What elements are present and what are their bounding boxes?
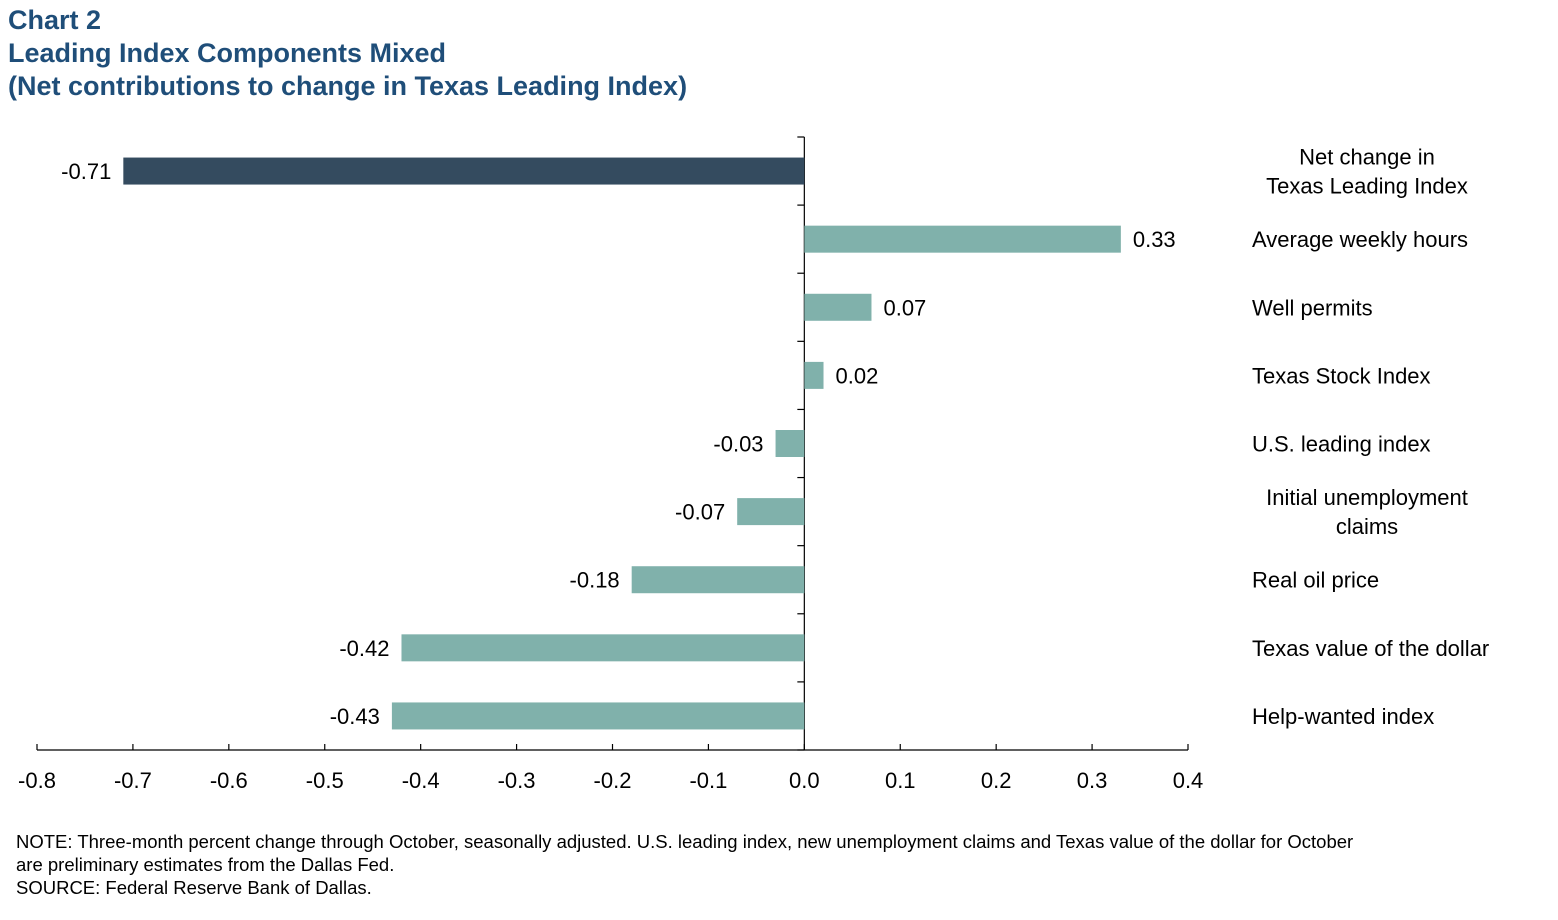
value-label: 0.07 [883, 295, 926, 320]
x-tick-label: -0.8 [18, 768, 56, 793]
chart-number: Chart 2 [8, 5, 102, 35]
category-label: Well permits [1252, 295, 1373, 320]
x-tick-label: -0.4 [402, 768, 440, 793]
x-tick-label: 0.1 [885, 768, 916, 793]
chart-notes: NOTE: Three-month percent change through… [16, 830, 1353, 899]
category-label: Texas Stock Index [1252, 363, 1431, 388]
category-label: Texas Leading Index [1266, 174, 1468, 199]
bar [631, 566, 805, 594]
source-line: SOURCE: Federal Reserve Bank of Dallas. [16, 877, 372, 898]
value-label: -0.71 [61, 159, 111, 184]
value-label: -0.43 [330, 704, 380, 729]
category-label: Initial unemployment [1266, 485, 1468, 510]
chart-title: Leading Index Components Mixed [8, 38, 447, 68]
bar-chart: -0.8 -0.7 -0.6 -0.5 -0.4 -0.3 -0.2 -0.1 0.0 0.1 0.… [18, 136, 1489, 793]
x-tick-label: -0.5 [306, 768, 344, 793]
value-label: -0.18 [570, 568, 620, 593]
x-tick-label: -0.7 [114, 768, 152, 793]
x-tick-label: 0.4 [1173, 768, 1204, 793]
value-label: -0.03 [713, 432, 763, 457]
category-label: Net change in [1299, 145, 1435, 170]
value-label: 0.02 [836, 363, 879, 388]
x-tick-label: -0.1 [689, 768, 727, 793]
bar [804, 361, 824, 389]
x-tick-label: 0.2 [981, 768, 1012, 793]
category-label: claims [1336, 514, 1398, 539]
category-label: Help-wanted index [1252, 704, 1434, 729]
category-label: Average weekly hours [1252, 227, 1468, 252]
bar [775, 430, 805, 457]
category-label: Real oil price [1252, 568, 1379, 593]
chart-titles: Chart 2 Leading Index Components Mixed (… [8, 4, 687, 103]
bar [391, 702, 805, 730]
x-tick-label: -0.6 [210, 768, 248, 793]
chart-subtitle: (Net contributions to change in Texas Le… [8, 71, 688, 101]
bar [123, 157, 805, 185]
value-label: -0.07 [675, 500, 725, 525]
x-tick-label: -0.3 [498, 768, 536, 793]
bar [737, 498, 805, 526]
note-line-2: are preliminary estimates from the Dalla… [16, 854, 395, 875]
value-label: -0.42 [339, 636, 389, 661]
bar [401, 634, 805, 662]
x-tick-label: 0.0 [789, 768, 820, 793]
bar [804, 293, 872, 321]
note-line-1: NOTE: Three-month percent change through… [16, 831, 1354, 852]
x-tick-label: -0.2 [594, 768, 632, 793]
bar [804, 225, 1121, 253]
category-label: Texas value of the dollar [1252, 636, 1489, 661]
x-tick-label: 0.3 [1077, 768, 1108, 793]
category-label: U.S. leading index [1252, 432, 1431, 457]
value-label: 0.33 [1133, 227, 1176, 252]
